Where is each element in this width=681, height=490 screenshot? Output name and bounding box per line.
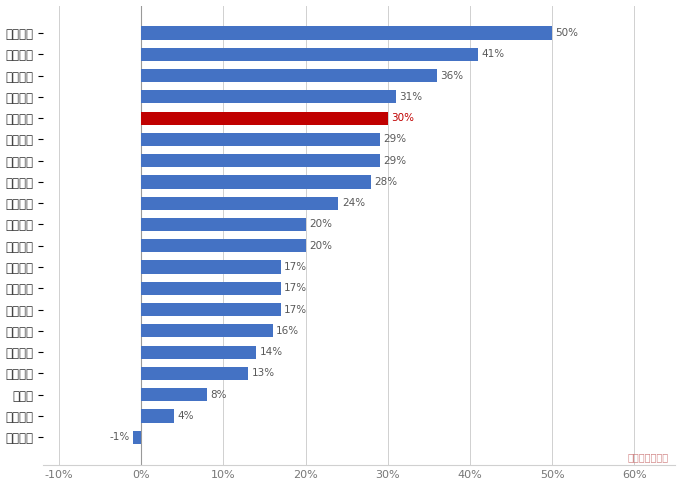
Bar bbox=[141, 196, 338, 210]
Bar bbox=[141, 282, 281, 295]
Text: 17%: 17% bbox=[284, 305, 307, 315]
Bar bbox=[141, 218, 306, 231]
Text: 17%: 17% bbox=[284, 283, 307, 294]
Bar bbox=[141, 261, 281, 273]
Bar bbox=[141, 324, 272, 338]
Bar bbox=[141, 409, 174, 422]
Bar bbox=[141, 345, 256, 359]
Text: 28%: 28% bbox=[375, 177, 398, 187]
Bar bbox=[141, 388, 207, 401]
Text: 13%: 13% bbox=[251, 368, 274, 378]
Text: 爱德地产研究院: 爱德地产研究院 bbox=[628, 452, 669, 463]
Bar bbox=[141, 112, 387, 125]
Text: 29%: 29% bbox=[383, 156, 406, 166]
Bar bbox=[141, 175, 371, 189]
Text: 41%: 41% bbox=[481, 49, 505, 59]
Bar bbox=[141, 367, 248, 380]
Text: 20%: 20% bbox=[309, 241, 332, 251]
Bar bbox=[141, 239, 306, 252]
Bar bbox=[141, 303, 281, 316]
Bar bbox=[141, 154, 379, 167]
Bar bbox=[141, 69, 437, 82]
Bar bbox=[141, 26, 552, 40]
Text: 8%: 8% bbox=[210, 390, 227, 400]
Text: 24%: 24% bbox=[342, 198, 365, 208]
Text: 36%: 36% bbox=[441, 71, 464, 80]
Text: 50%: 50% bbox=[556, 28, 578, 38]
Text: 29%: 29% bbox=[383, 134, 406, 145]
Bar bbox=[141, 90, 396, 103]
Text: 20%: 20% bbox=[309, 220, 332, 229]
Bar bbox=[133, 431, 141, 444]
Text: -1%: -1% bbox=[110, 432, 129, 442]
Text: 30%: 30% bbox=[391, 113, 414, 123]
Text: 14%: 14% bbox=[259, 347, 283, 357]
Text: 4%: 4% bbox=[177, 411, 194, 421]
Bar bbox=[141, 48, 478, 61]
Text: 31%: 31% bbox=[399, 92, 422, 102]
Bar bbox=[141, 133, 379, 146]
Text: 17%: 17% bbox=[284, 262, 307, 272]
Text: 16%: 16% bbox=[276, 326, 299, 336]
